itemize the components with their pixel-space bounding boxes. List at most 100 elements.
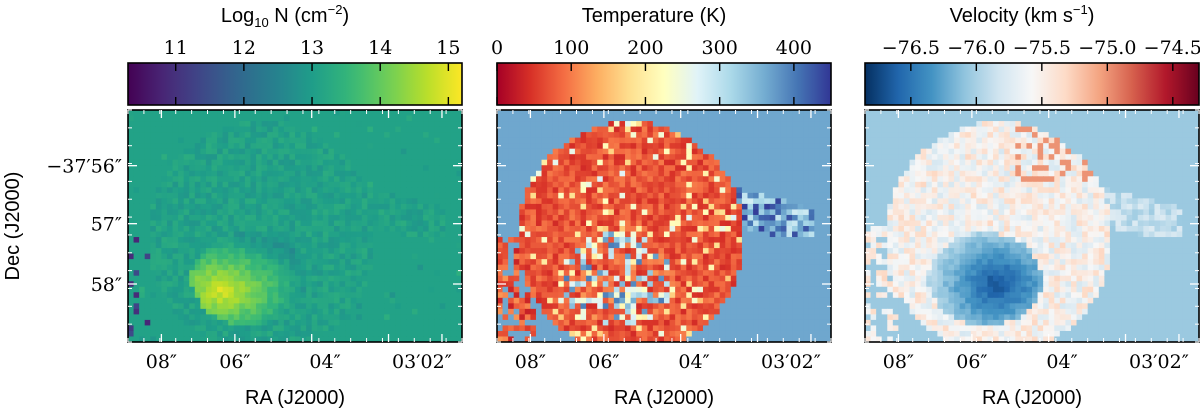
heatmap-cell: [502, 292, 509, 299]
heatmap-cell: [513, 126, 520, 133]
heatmap-cell: [686, 237, 693, 244]
heatmap-cell: [400, 336, 407, 342]
heatmap-cell: [658, 286, 665, 293]
heatmap-cell: [647, 226, 654, 233]
heatmap-cell: [256, 143, 263, 150]
heatmap-cell: [686, 259, 693, 266]
x-tick-label: 04″: [309, 351, 340, 373]
heatmap-cell: [591, 270, 598, 277]
heatmap-cell: [519, 303, 526, 310]
heatmap-cell: [456, 159, 462, 166]
heatmap-cell: [758, 137, 765, 144]
heatmap-cell: [669, 198, 676, 205]
heatmap-cell: [322, 286, 329, 293]
heatmap-cell: [356, 198, 363, 205]
heatmap-cell: [708, 132, 715, 139]
heatmap-cell: [736, 270, 743, 277]
heatmap-cell: [222, 209, 229, 216]
heatmap-cell: [775, 132, 782, 139]
heatmap-cell: [350, 336, 357, 342]
heatmap-cell: [602, 297, 609, 304]
heatmap-cell: [400, 275, 407, 282]
heatmap-cell: [267, 259, 274, 266]
heatmap-cell: [372, 253, 380, 260]
heatmap-cell: [686, 192, 693, 199]
heatmap-cell: [658, 121, 665, 128]
heatmap-cell: [428, 308, 435, 315]
colorbar-tick-label: 200: [627, 37, 663, 59]
heatmap-cell: [686, 314, 693, 321]
heatmap-cell: [211, 297, 218, 304]
heatmap-cell: [786, 248, 793, 255]
heatmap-cell: [574, 281, 582, 288]
heatmap-cell: [619, 231, 626, 238]
heatmap-cell: [730, 242, 737, 249]
heatmap-cell: [261, 214, 268, 222]
heatmap-cell: [155, 115, 162, 122]
heatmap-cell: [411, 336, 419, 342]
heatmap-cell: [328, 115, 335, 122]
heatmap-cell: [306, 253, 313, 260]
heatmap-cell: [780, 270, 788, 277]
colorbar-label-sup: −2: [328, 2, 343, 17]
heatmap-cell: [680, 226, 687, 233]
heatmap-cell: [625, 192, 632, 199]
heatmap-cell: [625, 148, 632, 155]
heatmap-cell: [183, 336, 190, 342]
heatmap-cell: [150, 325, 157, 332]
heatmap-cell: [697, 203, 704, 211]
heatmap-cell: [295, 336, 302, 342]
heatmap-cell: [497, 143, 504, 150]
heatmap-cell: [508, 242, 515, 249]
heatmap-cell: [535, 214, 543, 222]
heatmap-cell: [825, 115, 831, 122]
heatmap-cell: [233, 220, 240, 227]
heatmap-cell: [428, 248, 435, 255]
heatmap-cell: [669, 132, 676, 139]
heatmap-cell: [250, 198, 257, 205]
heatmap-cell: [161, 308, 168, 315]
heatmap-cell: [423, 286, 430, 293]
heatmap-cell: [222, 198, 229, 205]
heatmap-cell: [547, 319, 554, 327]
heatmap-cell: [372, 259, 380, 266]
heatmap-cell: [222, 325, 229, 332]
heatmap-cell: [283, 308, 291, 315]
heatmap-cell: [328, 308, 335, 315]
heatmap-cell: [625, 226, 632, 233]
heatmap-cell: [250, 203, 257, 211]
heatmap-cell: [217, 242, 224, 249]
heatmap-cell: [244, 220, 252, 227]
heatmap-cell: [719, 198, 726, 205]
heatmap-cell: [647, 237, 654, 244]
heatmap-cell: [172, 192, 179, 199]
heatmap-cell: [322, 159, 329, 166]
heatmap-cell: [736, 220, 743, 227]
heatmap-cell: [189, 203, 196, 211]
heatmap-cell: [384, 148, 391, 155]
heatmap-cell: [250, 143, 257, 150]
heatmap-cell: [256, 132, 263, 139]
heatmap-cell: [345, 214, 352, 222]
heatmap-cell: [753, 237, 760, 244]
heatmap-cell: [508, 121, 515, 128]
heatmap-cell: [350, 286, 357, 293]
heatmap-cell: [417, 231, 424, 238]
heatmap-cell: [775, 214, 782, 222]
heatmap-cell: [161, 143, 168, 150]
heatmap-cell: [691, 198, 698, 205]
heatmap-cell: [591, 176, 598, 183]
heatmap-cell: [569, 297, 576, 304]
heatmap-cell: [434, 143, 441, 150]
heatmap-cell: [389, 121, 396, 128]
heatmap-cell: [311, 132, 318, 139]
heatmap-cell: [194, 336, 201, 342]
heatmap-cell: [423, 137, 430, 144]
heatmap-cell: [741, 281, 749, 288]
heatmap-cell: [350, 242, 357, 249]
heatmap-cell: [764, 126, 771, 133]
heatmap-cell: [524, 220, 531, 227]
heatmap-cell: [619, 154, 626, 161]
heatmap-cell: [317, 231, 324, 238]
heatmap-cell: [450, 143, 458, 150]
